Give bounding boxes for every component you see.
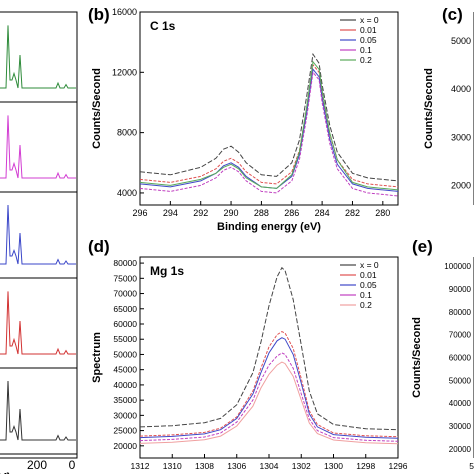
x-tick-label: 288 [254, 208, 269, 218]
panel-c-fragment: 2000 3000 4000 5000 Counts/Second [423, 12, 474, 205]
x-tick-label: 282 [345, 208, 360, 218]
panel-annotation: Mg 1s [150, 264, 184, 278]
panel-b-chart: 296 294 292 290 288 286 284 282 280 4000 8000 12000… [91, 7, 399, 233]
y-tick-label: 20000 [449, 445, 472, 454]
y-tick-label: 16000 [112, 7, 137, 17]
y-tick-label: 60000 [449, 354, 472, 363]
left-panel-fragment: 200 0 V) [0, 11, 78, 474]
y-tick-label: 40000 [113, 380, 137, 390]
left-trace-4 [0, 380, 76, 441]
y-tick-label: 90000 [449, 285, 472, 294]
plot-frame [139, 11, 399, 206]
legend-label-4: 0.2 [360, 55, 372, 65]
series-line-1 [139, 331, 399, 438]
y-tick-label: 80000 [449, 308, 472, 317]
legend-label-3: 0.1 [360, 45, 372, 55]
x-tick-label: 1308 [195, 461, 214, 471]
x-tick-label: 1312 [131, 461, 150, 471]
left-panel-frame [0, 11, 78, 459]
x-tick-label: 1298 [356, 461, 375, 471]
y-tick-label: 50000 [113, 349, 137, 359]
panel-d-chart: 1312 1310 1308 1306 1304 1302 1300 1298 1296 2000… [91, 256, 408, 471]
y-tick-label: 25000 [113, 426, 137, 436]
y-tick-label: 65000 [113, 304, 137, 314]
series-line-3 [139, 71, 399, 197]
y-tick-label: 55000 [113, 334, 137, 344]
x-tick-label: 290 [224, 208, 239, 218]
legend-label-1: 0.01 [360, 270, 377, 280]
series-line-2 [139, 337, 399, 439]
series-line-0 [139, 266, 399, 431]
panel-annotation: C 1s [150, 19, 176, 33]
y-tick-label: 45000 [113, 365, 137, 375]
series-line-2 [139, 68, 399, 192]
left-xlabel-fragment: V) [0, 470, 11, 474]
y-tick-label: 3000 [451, 132, 471, 142]
x-tick-label: 1300 [324, 461, 343, 471]
left-xtick-200: 200 [27, 458, 47, 472]
legend-label-0: x = 0 [360, 260, 379, 270]
y-tick-label: 70000 [449, 331, 472, 340]
y-tick-label: 4000 [451, 84, 471, 94]
legend-label-0: x = 0 [360, 15, 379, 25]
y-tick-label: 50000 [449, 376, 472, 385]
panel-label-d: (d) [88, 237, 110, 256]
series-line-0 [139, 52, 399, 182]
x-tick-label: 54 [469, 461, 474, 471]
x-tick-label: 292 [193, 208, 208, 218]
x-tick-label: 1296 [389, 461, 408, 471]
y-tick-label: 80000 [113, 258, 137, 268]
y-axis-label: Counts/Second [91, 68, 103, 149]
legend-label-2: 0.05 [360, 280, 377, 290]
x-tick-label: 1302 [292, 461, 311, 471]
y-tick-label: 2000 [451, 181, 471, 191]
y-axis-label: Counts/Second [423, 68, 435, 149]
x-tick-label: 280 [375, 208, 390, 218]
y-tick-label: 35000 [113, 395, 137, 405]
y-tick-label: 20000 [113, 441, 137, 451]
y-tick-label: 30000 [449, 422, 472, 431]
legend-label-4: 0.2 [360, 300, 372, 310]
left-trace-1 [0, 115, 76, 179]
legend-label-1: 0.01 [360, 25, 377, 35]
y-axis-label: Spectrum [91, 332, 103, 383]
series-line-3 [139, 352, 399, 442]
panel-e-fragment: 20000 30000 40000 50000 60000 70000 80000 90000… [411, 257, 474, 471]
x-tick-label: 1310 [163, 461, 182, 471]
x-tick-label: 296 [132, 208, 147, 218]
y-tick-label: 5000 [451, 36, 471, 46]
legend-label-2: 0.05 [360, 35, 377, 45]
series-line-4 [139, 60, 399, 191]
y-tick-label: 70000 [113, 289, 137, 299]
y-tick-label: 75000 [113, 273, 137, 283]
x-axis-label: Binding energy (eV) [217, 221, 321, 233]
x-tick-label: 294 [163, 208, 178, 218]
left-xtick-0: 0 [69, 458, 76, 472]
y-tick-label: 8000 [117, 128, 137, 138]
y-tick-label: 4000 [117, 188, 137, 198]
legend-label-3: 0.1 [360, 290, 372, 300]
y-tick-label: 12000 [112, 67, 137, 77]
y-tick-label: 60000 [113, 319, 137, 329]
panel-label-e: (e) [412, 237, 433, 256]
x-tick-label: 286 [284, 208, 299, 218]
y-tick-label: 30000 [113, 410, 137, 420]
left-trace-3 [0, 291, 76, 355]
series-line-1 [139, 63, 399, 188]
series-line-4 [139, 361, 399, 445]
y-tick-label: 40000 [449, 399, 472, 408]
panel-label-b: (b) [88, 5, 110, 24]
y-axis-label: Counts/Second [411, 317, 423, 398]
y-tick-label: 100000 [444, 262, 471, 271]
panel-label-c: (c) [442, 5, 463, 24]
x-tick-label: 1304 [260, 461, 279, 471]
left-trace-0 [0, 25, 76, 89]
x-tick-label: 284 [315, 208, 330, 218]
x-tick-label: 1306 [227, 461, 246, 471]
left-trace-2 [0, 204, 76, 265]
